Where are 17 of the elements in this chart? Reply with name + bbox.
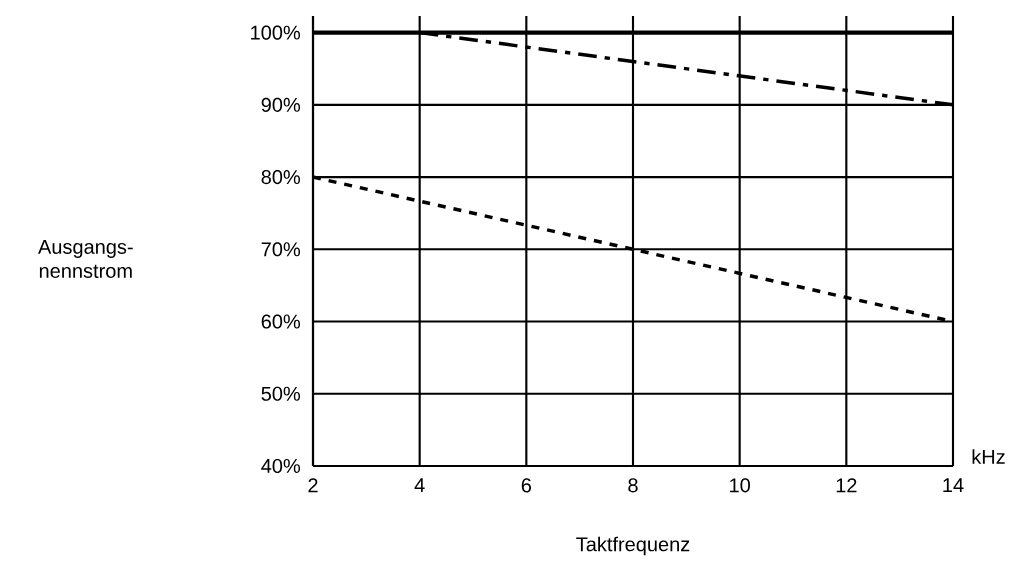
text: kHz: [972, 449, 1005, 464]
x-tick-label: 14: [943, 478, 964, 493]
y-tick-label: 100%: [251, 25, 301, 40]
y-tick-label: 60%: [261, 314, 301, 329]
x-axis-title: Taktfrequenz: [576, 536, 690, 556]
y-tick-label: 70%: [261, 242, 301, 257]
x-tick-label: 10: [730, 478, 750, 493]
y-tick-label: 80%: [261, 169, 301, 185]
x-tick-label: 4: [414, 478, 425, 493]
x-tick-label: 6: [521, 478, 532, 493]
x-tick-label: 12: [836, 478, 857, 493]
y-tick-label: 50%: [261, 386, 301, 401]
y-tick-label: 90%: [261, 97, 301, 112]
x-tick-label: 8: [628, 478, 638, 493]
x-tick-label: 2: [308, 478, 318, 493]
text: Ausgangs-nennstrom: [38, 240, 133, 278]
y-tick-label: 40%: [261, 458, 301, 474]
